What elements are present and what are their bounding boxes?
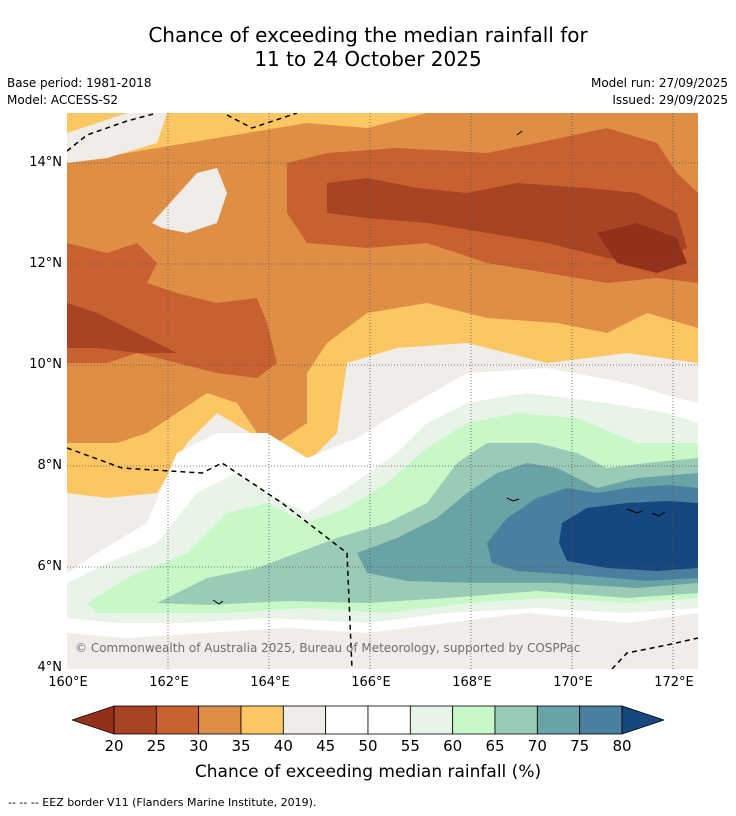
colorbar-tick-label: 20 — [104, 737, 124, 755]
colorbar-over-arrow — [621, 705, 664, 735]
contour-40-45-north — [67, 113, 167, 163]
model-run: Model run: 27/09/2025 — [590, 76, 728, 90]
graticule — [67, 113, 698, 669]
eez-borders — [67, 113, 698, 669]
map-svg — [67, 113, 698, 669]
issued-date: Issued: 29/09/2025 — [612, 93, 728, 107]
colorbar-tick-label: 80 — [612, 737, 632, 755]
lon-label-168e: 168°E — [452, 675, 492, 690]
colorbar-cell — [494, 705, 538, 735]
lat-label-10n: 10°N — [29, 357, 62, 372]
colorbar-tick-label: 60 — [443, 737, 463, 755]
lon-label-166e: 166°E — [351, 675, 391, 690]
colorbar-cell — [536, 705, 581, 735]
colorbar-tick-label: 65 — [485, 737, 505, 755]
island-north-1 — [516, 130, 523, 136]
eez-border-north — [67, 113, 158, 152]
contour-under-20 — [597, 223, 687, 273]
lon-label-160e: 160°E — [48, 675, 88, 690]
colorbar-cell — [579, 705, 623, 735]
chart-title-line2: 11 to 24 October 2025 — [254, 47, 482, 71]
colorbar-tick-label: 40 — [273, 737, 293, 755]
colorbar-cell — [452, 705, 496, 735]
colorbar-cell — [325, 705, 369, 735]
lat-label-14n: 14°N — [29, 155, 62, 170]
colorbar-title: Chance of exceeding median rainfall (%) — [194, 762, 542, 782]
contour-20-25 — [327, 178, 687, 263]
colorbar-cell — [155, 705, 200, 735]
colorbar — [72, 705, 664, 735]
eez-footnote: -- -- -- EEZ border V11 (Flanders Marine… — [8, 796, 317, 809]
eez-border-south — [67, 447, 353, 669]
islands — [212, 130, 666, 605]
colorbar-tick-label: 30 — [189, 737, 209, 755]
island-marshall-1 — [626, 508, 643, 514]
island-marshall-4 — [212, 599, 224, 605]
lat-label-4n: 4°N — [37, 660, 63, 675]
eez-border-se — [611, 637, 698, 669]
model-name: Model: ACCESS-S2 — [7, 93, 119, 107]
colorbar-cell — [198, 705, 242, 735]
colorbar-tick-label: 25 — [146, 737, 166, 755]
colorbar-tick-label: 75 — [570, 737, 590, 755]
rainfall-map — [67, 113, 698, 669]
contour-over-80 — [559, 501, 698, 571]
colorbar-tick-label: 35 — [231, 737, 251, 755]
lon-label-162e: 162°E — [149, 675, 189, 690]
lat-label-8n: 8°N — [37, 458, 63, 473]
lat-label-12n: 12°N — [29, 256, 62, 271]
lon-label-164e: 164°E — [250, 675, 290, 690]
colorbar-tick-label: 55 — [400, 737, 420, 755]
colorbar-cell — [113, 705, 157, 735]
colorbar-tick-label: 50 — [358, 737, 378, 755]
lon-label-172e: 172°E — [654, 675, 694, 690]
colorbar-cell — [240, 705, 284, 735]
lon-label-170e: 170°E — [553, 675, 593, 690]
island-marshall-2 — [651, 511, 666, 517]
colorbar-tick-label: 70 — [527, 737, 547, 755]
island-marshall-3 — [506, 497, 520, 502]
copyright-notice: © Commonwealth of Australia 2025, Bureau… — [75, 641, 581, 655]
contour-40-45-nw — [152, 168, 227, 233]
colorbar-under-arrow — [72, 705, 115, 735]
colorbar-cell — [282, 705, 327, 735]
colorbar-cell — [367, 705, 411, 735]
base-period: Base period: 1981-2018 — [7, 76, 152, 90]
chart-title-line1: Chance of exceeding the median rainfall … — [148, 23, 588, 47]
colorbar-cell — [409, 705, 454, 735]
eez-border-north-mid — [226, 113, 298, 129]
contour-20-25-west — [67, 303, 177, 353]
colorbar-tick-label: 45 — [316, 737, 336, 755]
lat-label-6n: 6°N — [37, 559, 63, 574]
